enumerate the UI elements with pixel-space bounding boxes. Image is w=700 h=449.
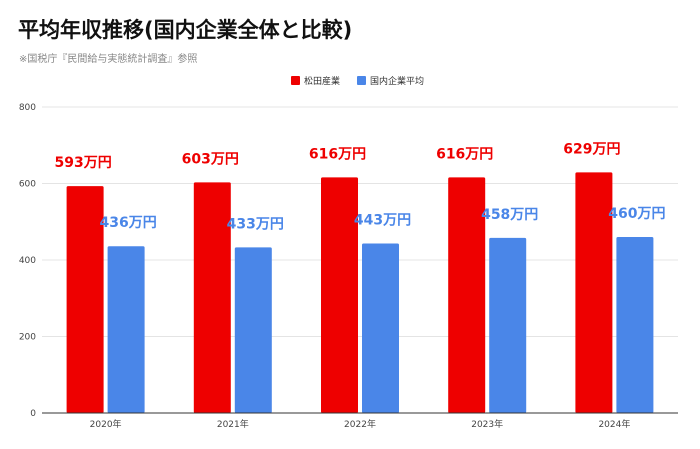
bar-series2 (362, 243, 399, 413)
bar-series2 (234, 247, 272, 413)
data-label: 433万円 (227, 216, 284, 232)
bar-series1 (193, 182, 231, 413)
data-label: 603万円 (182, 151, 239, 167)
x-tick-label: 2020年 (90, 418, 122, 430)
data-labels: 593万円 436万円 603万円 433万円 616万円 443万円 616万円 458万円… (54, 141, 665, 232)
bar-series2 (489, 237, 527, 413)
axes: 0 200 400 600 800 2020年 2021年 2022年 2023年 2024年 (19, 103, 678, 430)
y-tick-label: 600 (19, 180, 36, 190)
x-tick-label: 2023年 (471, 418, 503, 430)
legend-label: 国内企業平均 (370, 75, 424, 87)
data-label: 443万円 (354, 213, 411, 229)
data-label: 616万円 (436, 146, 493, 162)
data-label: 436万円 (99, 215, 156, 231)
legend: 松田産業 国内企業平均 (291, 75, 424, 87)
bar-series1 (321, 177, 358, 413)
data-label: 593万円 (54, 155, 111, 171)
data-label: 616万円 (309, 146, 366, 162)
bar-series1 (575, 172, 613, 413)
x-tick-label: 2024年 (598, 418, 630, 430)
legend-label: 松田産業 (304, 75, 340, 87)
chart-subtitle: ※国税庁『民間給与実態統計調査』参照 (19, 54, 198, 65)
x-tick-label: 2022年 (344, 418, 376, 430)
legend-swatch (357, 76, 366, 85)
chart-title: 平均年収推移(国内企業全体と比較) (18, 18, 353, 42)
data-label: 629万円 (563, 141, 620, 157)
grid-lines (42, 106, 678, 337)
legend-swatch (291, 76, 300, 85)
bar-series2 (107, 246, 145, 413)
y-tick-label: 400 (19, 256, 36, 266)
data-label: 460万円 (608, 206, 665, 222)
bars (66, 172, 654, 413)
bar-series1 (448, 177, 486, 413)
bar-series1 (66, 186, 104, 413)
y-tick-label: 800 (19, 103, 36, 113)
y-tick-label: 200 (19, 333, 36, 343)
x-tick-label: 2021年 (217, 418, 249, 430)
data-label: 458万円 (481, 207, 538, 223)
bar-series2 (616, 237, 654, 413)
y-tick-label: 0 (30, 409, 36, 419)
